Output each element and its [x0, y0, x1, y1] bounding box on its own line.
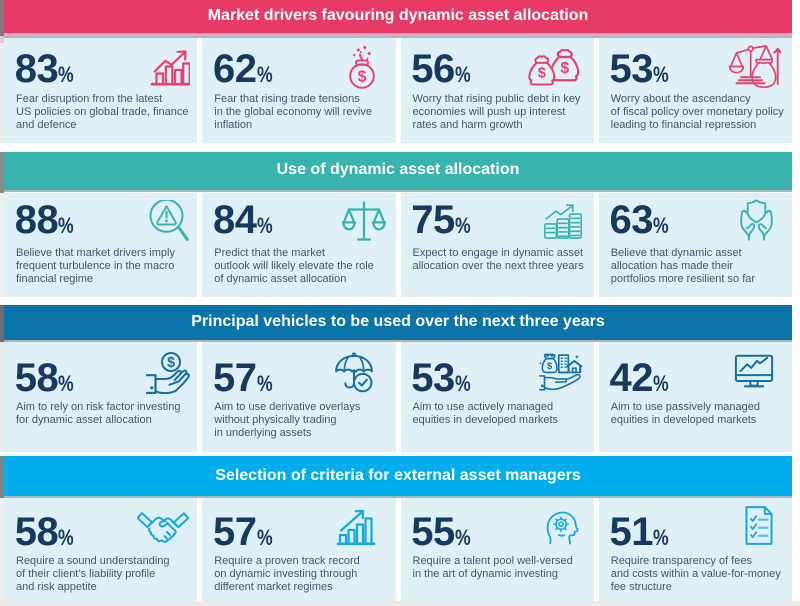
svg-text:$: $ [167, 355, 175, 371]
svg-text:$: $ [547, 361, 552, 371]
svg-text:$: $ [537, 66, 545, 82]
svg-text:$: $ [357, 69, 366, 86]
svg-text:$: $ [560, 60, 569, 77]
